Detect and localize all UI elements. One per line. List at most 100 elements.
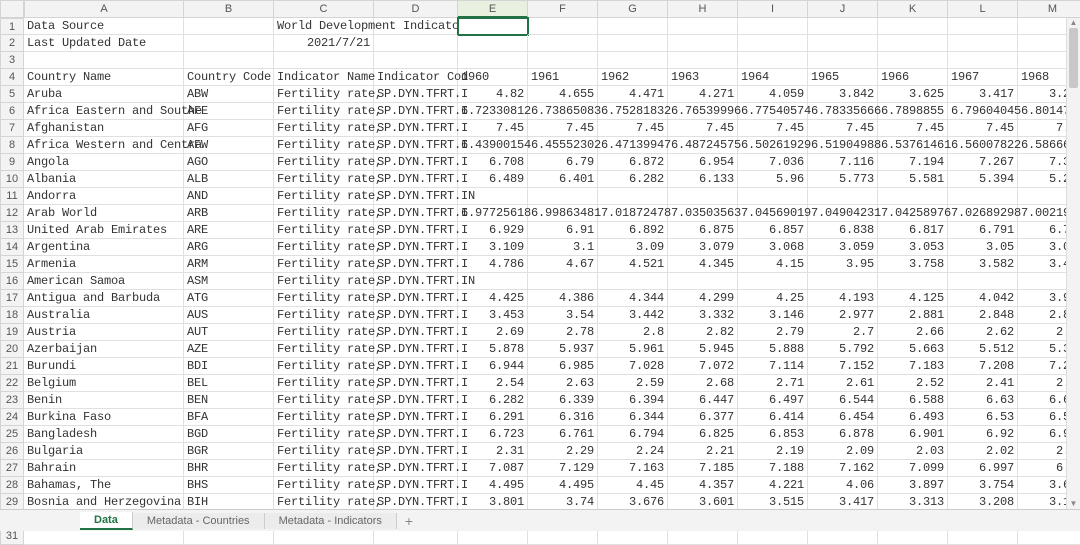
cell[interactable]: 6.791 [948,222,1018,239]
cell[interactable]: 6.708 [458,154,528,171]
cell[interactable]: SP.DYN.TFRT.I [374,205,458,222]
cell[interactable]: SP.DYN.TFRT.IN [374,188,458,205]
cell[interactable]: 6.45552302 [528,137,598,154]
cell[interactable]: SP.DYN.TFRT.I [374,460,458,477]
cell[interactable]: Country Code [184,69,274,86]
cell[interactable]: SP.DYN.TFRT.I [374,239,458,256]
cell[interactable]: BGR [184,443,274,460]
row-header-24[interactable]: 24 [0,409,24,426]
cell[interactable]: ALB [184,171,274,188]
cell[interactable]: 7.028 [598,358,668,375]
cell[interactable]: 2.69 [458,324,528,341]
row-header-1[interactable]: 1 [0,18,24,35]
cell[interactable]: 3.05 [948,239,1018,256]
row-header-15[interactable]: 15 [0,256,24,273]
cell[interactable]: 2.79 [738,324,808,341]
row-header-11[interactable]: 11 [0,188,24,205]
row-header-23[interactable]: 23 [0,392,24,409]
cell[interactable]: 6.401 [528,171,598,188]
cell[interactable]: 7.45 [808,120,878,137]
cell[interactable]: United Arab Emirates [24,222,184,239]
cell[interactable]: 2.54 [458,375,528,392]
cell[interactable]: 1965 [808,69,878,86]
cell[interactable]: 3.754 [948,477,1018,494]
cell[interactable]: 1963 [668,69,738,86]
cell[interactable]: Fertility rate, [274,256,374,273]
scroll-down-arrow[interactable]: ▼ [1069,499,1078,509]
cell[interactable]: 6.954 [668,154,738,171]
cell[interactable]: 2.59 [598,375,668,392]
row-header-16[interactable]: 16 [0,273,24,290]
cell[interactable]: 7.45 [458,120,528,137]
cell[interactable]: 6.76539996 [668,103,738,120]
cell[interactable] [528,18,598,35]
cell[interactable]: Fertility rate, [274,307,374,324]
cell[interactable]: BHR [184,460,274,477]
cell[interactable] [948,18,1018,35]
cell[interactable] [598,188,668,205]
cell[interactable]: Fertility rate, [274,324,374,341]
cell[interactable]: 3.417 [948,86,1018,103]
cell[interactable]: Austria [24,324,184,341]
cell[interactable]: 7.194 [878,154,948,171]
cell[interactable]: 1966 [878,69,948,86]
cell[interactable]: 5.96 [738,171,808,188]
cell[interactable]: 4.357 [668,477,738,494]
cell[interactable]: 2.03 [878,443,948,460]
cell[interactable]: SP.DYN.TFRT.I [374,154,458,171]
cell[interactable]: Burkina Faso [24,409,184,426]
cell[interactable]: AFE [184,103,274,120]
cell[interactable] [808,18,878,35]
cell[interactable]: Afghanistan [24,120,184,137]
cell[interactable]: 4.271 [668,86,738,103]
cell[interactable]: ARM [184,256,274,273]
cell[interactable]: AUS [184,307,274,324]
col-header-L[interactable]: L [948,0,1018,18]
cell[interactable] [528,52,598,69]
cell[interactable] [878,18,948,35]
cell[interactable]: Azerbaijan [24,341,184,358]
row-header-26[interactable]: 26 [0,443,24,460]
cell[interactable]: AFW [184,137,274,154]
cell[interactable]: Antigua and Barbuda [24,290,184,307]
cell[interactable]: 3.95 [808,256,878,273]
cell[interactable]: SP.DYN.TFRT.I [374,222,458,239]
cell[interactable]: 6.489 [458,171,528,188]
cell[interactable]: 6.377 [668,409,738,426]
row-header-21[interactable]: 21 [0,358,24,375]
cell[interactable]: World Development Indicators [274,18,374,35]
col-header-M[interactable]: M [1018,0,1080,18]
cell[interactable]: 6.7898855 [878,103,948,120]
cell[interactable]: 5.512 [948,341,1018,358]
cell[interactable]: 7.162 [808,460,878,477]
cell[interactable]: Fertility rate, [274,120,374,137]
row-header-25[interactable]: 25 [0,426,24,443]
add-sheet-button[interactable]: + [397,513,421,529]
cell[interactable]: 3.068 [738,239,808,256]
cell[interactable] [668,18,738,35]
cell[interactable] [528,273,598,290]
cell[interactable] [458,273,528,290]
cell[interactable]: 7.45 [598,120,668,137]
cell[interactable]: BFA [184,409,274,426]
cell[interactable] [808,52,878,69]
cell[interactable] [738,273,808,290]
cell[interactable]: SP.DYN.TFRT.I [374,443,458,460]
cell[interactable]: 4.15 [738,256,808,273]
cell[interactable]: AUT [184,324,274,341]
col-header-J[interactable]: J [808,0,878,18]
cell[interactable]: 2.848 [948,307,1018,324]
cell[interactable]: Bulgaria [24,443,184,460]
cell[interactable]: Country Name [24,69,184,86]
cell[interactable]: Fertility rate, [274,290,374,307]
cell[interactable]: 1961 [528,69,598,86]
cell[interactable] [458,52,528,69]
tab-metadata-indicators[interactable]: Metadata - Indicators [265,513,397,529]
cell[interactable]: Africa Eastern and Southe [24,103,184,120]
cell[interactable]: 6.723 [458,426,528,443]
cell[interactable]: SP.DYN.TFRT.I [374,256,458,273]
cell[interactable] [374,52,458,69]
cell[interactable]: BHS [184,477,274,494]
cell[interactable]: 7.45 [528,120,598,137]
cell[interactable]: ARB [184,205,274,222]
